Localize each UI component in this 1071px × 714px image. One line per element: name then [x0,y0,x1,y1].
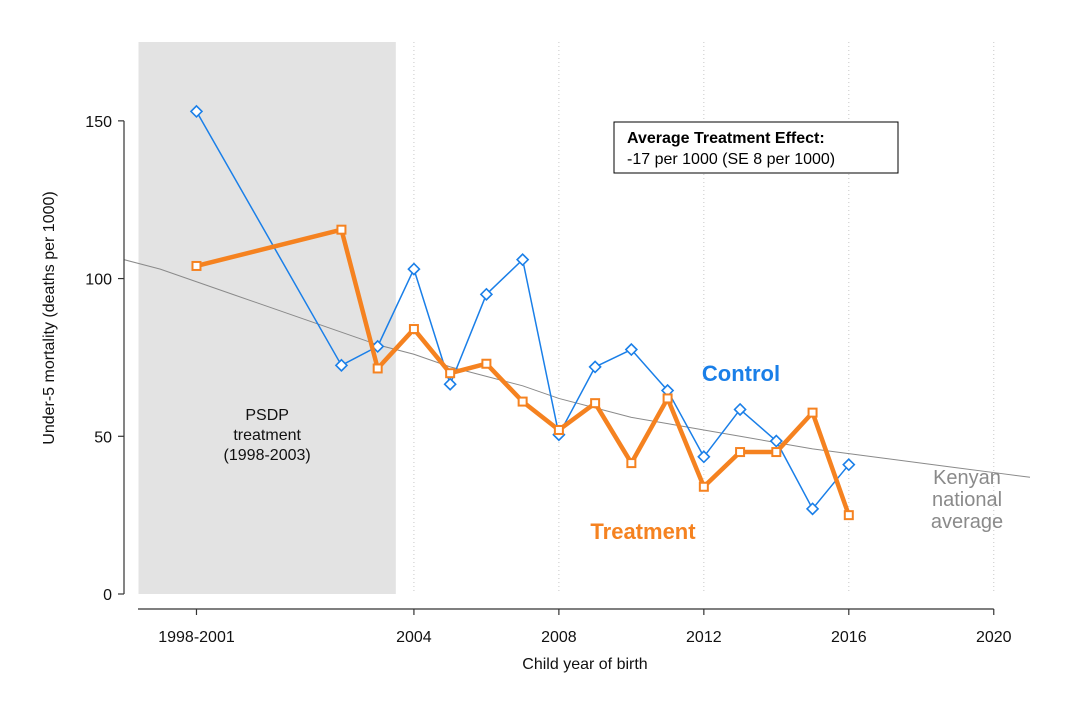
y-tick-label: 0 [103,587,112,604]
shaded-region-label-line: (1998-2003) [224,447,311,464]
x-axis-title: Child year of birth [522,656,647,673]
control-point [189,104,204,119]
control-point [842,458,856,472]
annotation-box: Average Treatment Effect: -17 per 1000 (… [613,121,899,174]
y-axis-title: Under-5 mortality (deaths per 1000) [41,191,58,444]
treatment-line [195,227,851,516]
control-point [516,253,530,267]
shaded-region-label-line: treatment [233,427,301,444]
x-tick-label: 2012 [686,629,722,646]
shaded-region-label: PSDP treatment (1998-2003) [224,407,311,464]
national-average-label-line: Kenyan [933,467,1001,489]
treatment-point [336,224,347,235]
control-point [697,450,711,464]
national-average-label: Kenyan national average [931,467,1003,533]
control-point [769,434,783,448]
annotation-text: -17 per 1000 (SE 8 per 1000) [627,151,835,168]
y-tick-label: 100 [85,272,112,289]
x-tick-label: 2016 [831,629,867,646]
control-point [805,502,820,516]
control-point [624,342,638,357]
treatment-point [735,447,746,458]
x-tick-label: 2020 [976,629,1012,646]
treatment-point [553,424,564,435]
national-average-label-line: national [932,489,1002,511]
treatment-point [481,358,492,369]
treatment-point [191,260,202,271]
x-tick-label: 2004 [396,629,432,646]
control-point [334,358,349,372]
axes: 0 50 100 150 1998-2001 2004 2008 2012 2016 2020 [85,114,1011,646]
control-point [479,287,494,301]
x-tick-label: 2008 [541,629,577,646]
x-tick-label: 1998-2001 [158,629,235,646]
treatment-point [807,407,818,418]
treatment-series [191,224,854,521]
treatment-point [590,398,601,409]
treatment-point [771,447,782,458]
annotation-title: Average Treatment Effect: [627,130,825,147]
control-point [588,360,602,374]
control-point [733,402,747,417]
treatment-point [698,481,709,492]
treatment-point [626,458,637,469]
treatment-point [517,396,528,407]
treatment-point [843,510,854,521]
treatment-series-label: Treatment [590,519,696,544]
shaded-region-label-line: PSDP [245,407,289,424]
y-tick-label: 50 [94,429,112,446]
control-line [195,111,850,510]
treatment-period-shading [138,42,396,594]
control-point [407,262,421,276]
treatment-point [445,368,456,379]
national-average-label-line: average [931,511,1003,533]
control-series-label: Control [702,361,780,386]
treatment-point [372,363,383,374]
control-series [189,104,856,516]
control-point [443,377,457,391]
national-average-series [123,259,1031,478]
treatment-point [408,324,419,335]
y-tick-label: 150 [85,114,112,131]
treatment-point [662,393,673,404]
national-average-line [123,259,1031,478]
